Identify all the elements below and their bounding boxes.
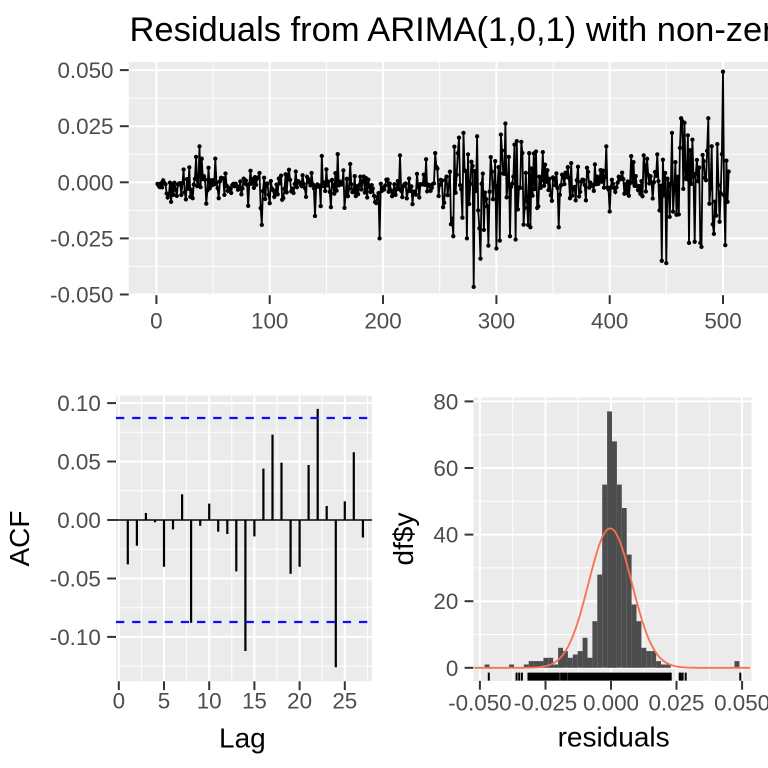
svg-text:-0.050: -0.050 bbox=[448, 690, 512, 715]
svg-text:300: 300 bbox=[478, 309, 515, 334]
svg-text:0.025: 0.025 bbox=[57, 114, 113, 139]
svg-text:Residuals from ARIMA(1,0,1) wi: Residuals from ARIMA(1,0,1) with non-zer… bbox=[130, 11, 768, 49]
svg-text:df$y: df$y bbox=[388, 513, 419, 566]
svg-text:-0.050: -0.050 bbox=[50, 283, 114, 308]
svg-text:100: 100 bbox=[251, 309, 288, 334]
svg-text:60: 60 bbox=[433, 456, 458, 481]
svg-text:0.10: 0.10 bbox=[57, 391, 101, 416]
svg-text:-0.025: -0.025 bbox=[514, 690, 578, 715]
svg-text:0: 0 bbox=[446, 656, 458, 681]
svg-text:residuals: residuals bbox=[558, 722, 670, 753]
svg-text:80: 80 bbox=[433, 389, 458, 414]
svg-text:200: 200 bbox=[364, 309, 401, 334]
svg-text:0.050: 0.050 bbox=[57, 58, 113, 83]
svg-text:25: 25 bbox=[332, 688, 357, 713]
svg-text:0: 0 bbox=[150, 309, 162, 334]
svg-text:0.000: 0.000 bbox=[57, 170, 113, 195]
svg-text:20: 20 bbox=[287, 688, 312, 713]
svg-text:0.025: 0.025 bbox=[648, 690, 704, 715]
svg-text:Lag: Lag bbox=[219, 722, 266, 753]
svg-text:15: 15 bbox=[242, 688, 267, 713]
svg-text:-0.025: -0.025 bbox=[50, 226, 114, 251]
svg-text:10: 10 bbox=[197, 688, 222, 713]
svg-text:20: 20 bbox=[433, 589, 458, 614]
svg-text:0.00: 0.00 bbox=[57, 508, 101, 533]
svg-text:500: 500 bbox=[704, 309, 741, 334]
svg-text:0.000: 0.000 bbox=[583, 690, 639, 715]
svg-text:0.050: 0.050 bbox=[714, 690, 768, 715]
svg-text:5: 5 bbox=[158, 688, 170, 713]
svg-text:-0.10: -0.10 bbox=[50, 625, 101, 650]
svg-text:0: 0 bbox=[113, 688, 125, 713]
svg-text:-0.05: -0.05 bbox=[50, 567, 101, 592]
svg-text:ACF: ACF bbox=[4, 511, 35, 567]
svg-text:400: 400 bbox=[591, 309, 628, 334]
svg-text:0.05: 0.05 bbox=[57, 450, 101, 475]
svg-text:40: 40 bbox=[433, 523, 458, 548]
